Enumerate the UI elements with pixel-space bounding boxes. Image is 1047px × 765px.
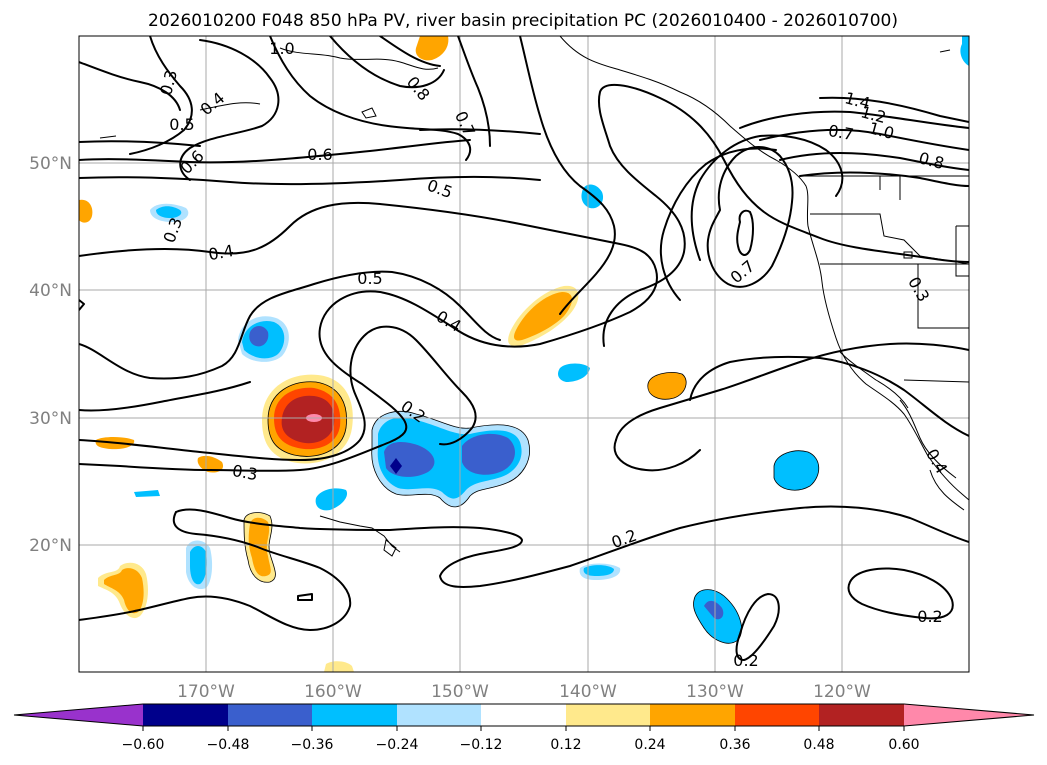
- lat-label: 50°N: [29, 154, 72, 174]
- colorbar-segment: [735, 704, 819, 726]
- colorbar-segment: [228, 704, 312, 726]
- colorbar-tick-label: 0.12: [550, 737, 581, 753]
- precip-shading: [79, 36, 969, 672]
- figure-title: 2026010200 F048 850 hPa PV, river basin …: [148, 11, 898, 31]
- colorbar-segment: [143, 704, 228, 726]
- lat-label: 40°N: [29, 281, 72, 301]
- map-background: [79, 36, 969, 672]
- contour-label: 0.2: [917, 607, 942, 626]
- contour-label: 0.5: [169, 115, 194, 134]
- lon-label: 160°W: [304, 682, 362, 702]
- colorbar-extend-right: [904, 704, 1034, 726]
- colorbar-ticks: [142, 726, 905, 731]
- contour-label: 1.0: [269, 39, 294, 58]
- colorbar-segment: [650, 704, 735, 726]
- colorbar-segment: [481, 704, 566, 726]
- colorbar-segment: [566, 704, 650, 726]
- lon-label: 120°W: [813, 682, 871, 702]
- colorbar-segment: [397, 704, 481, 726]
- lon-label: 140°W: [559, 682, 617, 702]
- contour-label: 0.5: [357, 269, 382, 288]
- lat-label: 30°N: [29, 409, 72, 429]
- colorbar-tick-label: −0.48: [207, 737, 250, 753]
- latitude-labels: 50°N 40°N 30°N 20°N: [29, 154, 72, 556]
- lon-label: 130°W: [686, 682, 744, 702]
- colorbar: −0.60 −0.48 −0.36 −0.24 −0.12 0.12 0.24 …: [13, 703, 1035, 753]
- longitude-labels: 170°W 160°W 150°W 140°W 130°W 120°W: [177, 682, 871, 702]
- coastlines: [99, 36, 969, 557]
- lat-label: 20°N: [29, 536, 72, 556]
- colorbar-segment: [312, 704, 397, 726]
- lon-label: 170°W: [177, 682, 235, 702]
- colorbar-extend-left: [14, 704, 143, 726]
- colorbar-tick-label: 0.60: [888, 737, 919, 753]
- colorbar-tick-label: −0.36: [291, 737, 334, 753]
- colorbar-tick-label: 0.48: [803, 737, 834, 753]
- contour-label: 0.7: [827, 121, 855, 144]
- colorbar-tick-label: −0.60: [122, 737, 165, 753]
- colorbar-tick-label: 0.24: [634, 737, 665, 753]
- pv-contours: [79, 36, 969, 661]
- colorbar-segment: [819, 704, 904, 726]
- contour-label: 0.3: [231, 461, 259, 484]
- map-area: 1.0 0.3 0.4 0.5 0.6 0.3 0.4 0.5 0.4 0.2 …: [79, 36, 969, 672]
- colorbar-tick-label: 0.36: [719, 737, 750, 753]
- colorbar-tick-label: −0.12: [460, 737, 503, 753]
- contour-label: 0.6: [307, 145, 332, 164]
- contour-label: 0.2: [733, 651, 758, 670]
- lon-label: 150°W: [431, 682, 489, 702]
- colorbar-tick-label: −0.24: [376, 737, 419, 753]
- map-frame: [78, 35, 970, 673]
- contour-label: 0.4: [207, 241, 235, 264]
